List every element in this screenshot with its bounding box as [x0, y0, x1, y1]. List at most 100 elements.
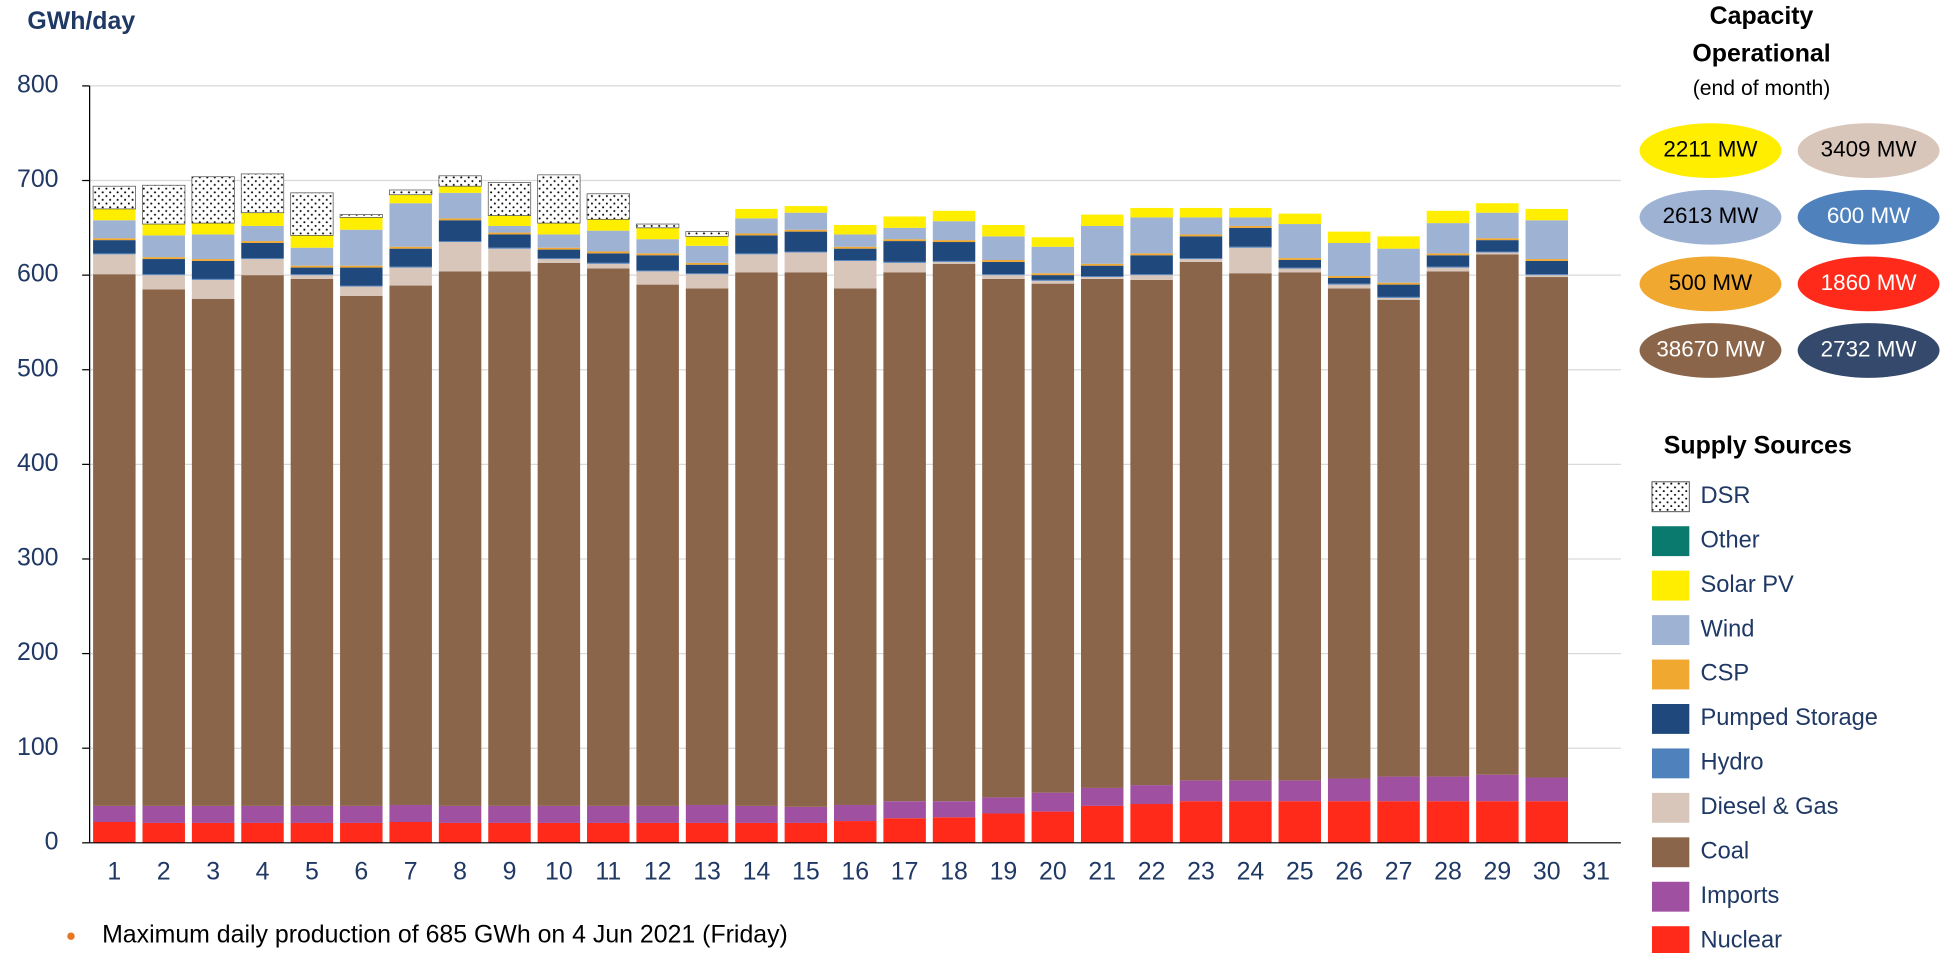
bar-segment [389, 194, 432, 204]
bar-segment [587, 262, 630, 264]
legend-label: Imports [1701, 883, 1780, 909]
bar-segment [340, 286, 383, 296]
bar-segment [982, 224, 1025, 237]
bar-segment [932, 260, 976, 262]
bar-segment [685, 245, 729, 263]
bar-segment [685, 231, 729, 237]
bar-segment [438, 805, 482, 823]
bar-segment [1278, 780, 1322, 802]
legend-swatch [1651, 659, 1690, 690]
bar-segment [142, 289, 185, 806]
bar-segment [685, 262, 729, 265]
bar-segment [241, 275, 284, 806]
bar-segment [389, 266, 432, 268]
bar-segment [636, 805, 679, 823]
bar-segment [784, 212, 828, 230]
legend-swatch [1651, 481, 1690, 513]
bar-segment [290, 247, 334, 266]
capacity-badge [1797, 323, 1940, 378]
x-tick-label: 12 [644, 857, 672, 885]
bar-segment [142, 275, 185, 290]
bar-segment [290, 265, 334, 268]
bar-segment [982, 274, 1025, 276]
bar-segment [1130, 804, 1173, 843]
bar-segment [1229, 227, 1272, 247]
x-tick-label: 27 [1385, 857, 1413, 885]
bar-segment [982, 797, 1025, 814]
legend-swatch [1651, 570, 1690, 601]
bar-segment [142, 822, 185, 843]
bar-segment [438, 220, 482, 242]
legend-swatch [1651, 926, 1690, 953]
bar-segment [1525, 220, 1569, 260]
bar-segment [1130, 275, 1173, 280]
bar-segment [537, 234, 581, 248]
bar-segment [1327, 283, 1371, 285]
bar-segment [1229, 246, 1272, 248]
bar-segment [1179, 236, 1223, 259]
bar-segment [1426, 223, 1470, 254]
bar-segment [93, 274, 136, 806]
bar-segment [735, 233, 778, 236]
bar-segment [487, 182, 532, 216]
y-tick-label: 0 [45, 827, 59, 855]
bar-segment [142, 274, 185, 276]
bar-segment [587, 805, 630, 823]
bar-segment [389, 248, 432, 267]
bar-segment [93, 254, 136, 275]
bar-segment [290, 192, 334, 236]
bar-segment [1179, 207, 1223, 218]
bar-segment [784, 272, 828, 807]
bar-segment [685, 804, 729, 823]
x-tick-label: 21 [1088, 857, 1116, 885]
legend-label: Coal [1701, 839, 1750, 865]
bar-segment [1031, 273, 1075, 276]
bar-segment [93, 253, 136, 255]
bar-segment [982, 236, 1025, 260]
bar-segment [1327, 276, 1371, 278]
capacity-badge [1639, 256, 1782, 312]
bar-segment [1327, 288, 1371, 779]
bar-segment [1080, 805, 1124, 843]
capacity-label: 500 MW [1669, 270, 1753, 295]
capacity-label: 600 MW [1827, 203, 1911, 228]
x-tick-label: 26 [1335, 857, 1363, 885]
bar-segment [1080, 278, 1124, 788]
capacity-badge [1639, 323, 1782, 378]
bar-segment [685, 274, 729, 289]
bar-segment [784, 206, 828, 213]
bar-segment [488, 248, 531, 272]
bar-segment [1426, 271, 1470, 777]
x-tick-label: 17 [891, 857, 919, 885]
bar-segment [982, 259, 1025, 262]
x-tick-label: 30 [1533, 857, 1561, 885]
bar-segment [93, 805, 136, 822]
bar-segment [191, 234, 235, 260]
x-tick-label: 25 [1286, 857, 1314, 885]
bar-segment [488, 232, 531, 235]
bar-segment [735, 822, 778, 843]
bar-segment [883, 241, 926, 262]
bar-segment [241, 805, 284, 823]
bar-segment [636, 227, 679, 240]
bar-segment [1377, 236, 1420, 249]
bar-segment [982, 275, 1025, 279]
bar-segment [488, 805, 531, 823]
bar-segment [587, 219, 630, 231]
bar-segment [1327, 231, 1371, 243]
x-tick-label: 18 [940, 857, 968, 885]
bar-segment [587, 263, 630, 269]
bar-segment [932, 210, 976, 222]
bar-segment [1278, 272, 1322, 781]
bar-segment [932, 242, 976, 261]
bar-segment [883, 801, 926, 819]
bar-segment [389, 804, 432, 822]
bar-segment [685, 288, 729, 805]
x-tick-label: 29 [1484, 857, 1512, 885]
bar-segment [784, 806, 828, 823]
bar-segment [93, 240, 136, 254]
y-tick-label: 200 [17, 638, 59, 666]
bar-segment [241, 241, 284, 243]
bar-segment [1179, 259, 1223, 262]
